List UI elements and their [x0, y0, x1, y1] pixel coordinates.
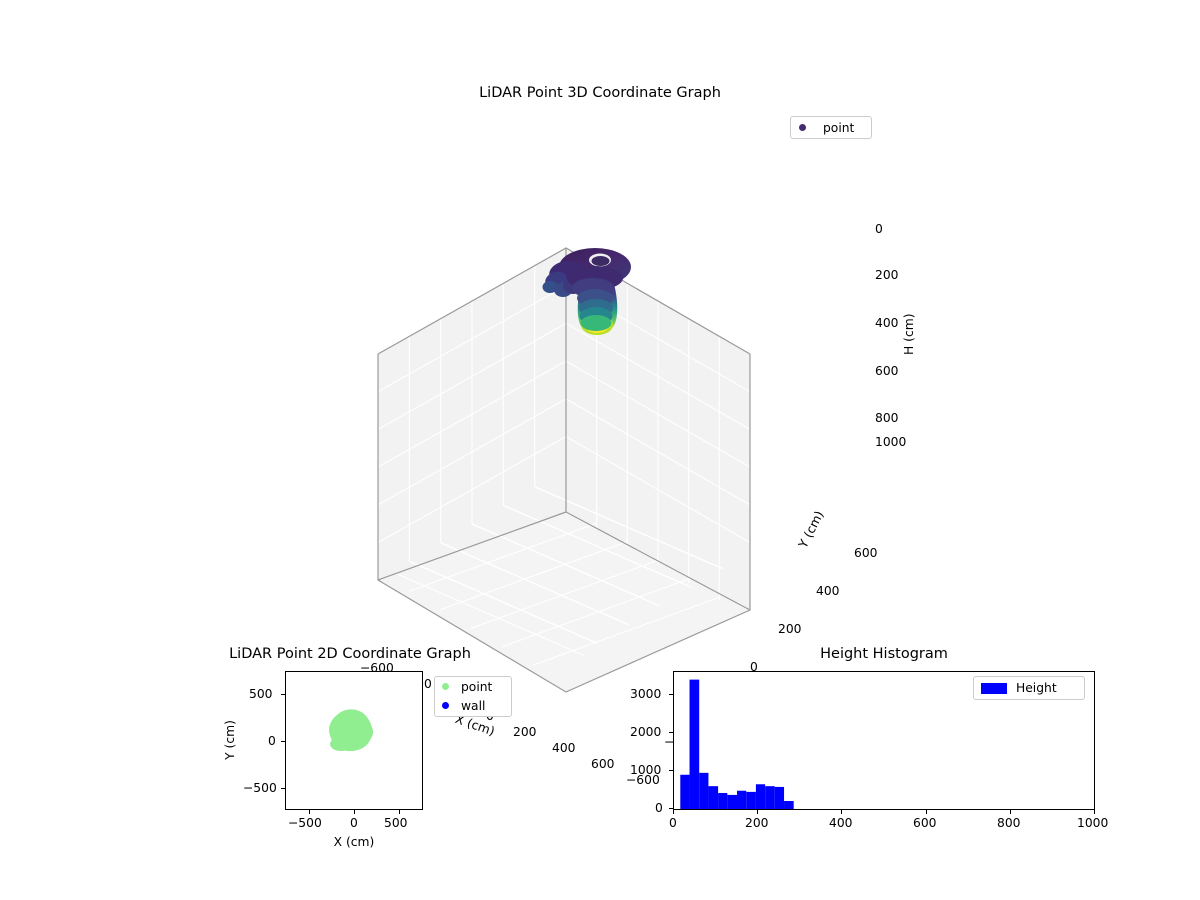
hist-ytick-2000: 2000 [630, 725, 662, 739]
legend-label-point: point [461, 679, 493, 694]
hist-xtick-200: 200 [745, 816, 769, 830]
plot3d-title: LiDAR Point 3D Coordinate Graph [479, 85, 721, 101]
hist-xtickmark-0 [673, 810, 675, 814]
legend-label-point: point [823, 120, 855, 135]
plot2d-xtick-m500: −500 [288, 816, 322, 830]
plot2d-axes[interactable] [285, 671, 423, 810]
histogram-bar [699, 772, 709, 809]
plot3d-point-cloud [542, 248, 631, 335]
hist-xtick-400: 400 [829, 816, 853, 830]
plot2d-xtick-0: 0 [350, 816, 358, 830]
plot3d-ytick-5: 400 [816, 584, 840, 598]
plot3d-xtick-5: 400 [552, 741, 576, 755]
hist-ytickmark-2 [669, 732, 673, 734]
histogram-bar [689, 679, 700, 809]
hist-xtickmark-1 [757, 810, 759, 814]
histogram-title: Height Histogram [820, 646, 948, 662]
histogram-bar [755, 784, 766, 809]
hist-ytick-1000: 1000 [630, 763, 662, 777]
plot2d-xtickmark-0 [308, 810, 310, 814]
plot3d-ztick-4: 800 [875, 411, 899, 425]
grid-left-pane [377, 265, 567, 562]
histogram-bar [784, 801, 794, 809]
plot3d-xtick-6: 600 [591, 757, 615, 771]
plot2d-canvas [329, 709, 373, 752]
hist-ytickmark-1 [669, 770, 673, 772]
hist-xtickmark-4 [1009, 810, 1011, 814]
hist-ytick-0: 0 [655, 801, 663, 815]
point-marker-icon [799, 124, 806, 131]
hist-xtickmark-5 [1094, 810, 1096, 814]
height-patch-icon [981, 682, 1007, 694]
wall-marker-icon [442, 702, 449, 709]
histogram-bar [680, 774, 690, 809]
histogram-bar [765, 786, 775, 809]
grid-right-pane [565, 265, 751, 601]
legend-label-wall: wall [461, 698, 486, 713]
plot2d-ytickmark-1 [281, 740, 285, 742]
hist-xtick-800: 800 [997, 816, 1021, 830]
hist-xtick-600: 600 [913, 816, 937, 830]
plot2d-ytick-m500: −500 [243, 781, 277, 795]
legend-item-height[interactable]: Height [974, 677, 1084, 699]
plot3d-ytick-0: −600 [626, 773, 660, 787]
plot2d-ytick-0: 0 [268, 734, 276, 748]
plot3d-xtick-4: 200 [513, 725, 537, 739]
plot2d-ytickmark-0 [281, 693, 285, 695]
legend-item-point[interactable]: point [435, 677, 511, 696]
plot3d-ztick-5: 1000 [875, 435, 907, 449]
histogram-bars [680, 679, 794, 809]
plot3d-zaxis-label: H (cm) [902, 313, 916, 356]
legend-item-wall[interactable]: wall [435, 696, 511, 715]
point-marker-icon [442, 683, 449, 690]
histogram-legend[interactable]: Height [973, 676, 1085, 700]
histogram-bar [727, 794, 737, 809]
plot3d-ztick-1: 200 [875, 268, 899, 282]
hist-ytickmark-3 [669, 694, 673, 696]
hist-ytickmark-0 [669, 808, 673, 810]
plot2d-xtickmark-2 [398, 810, 400, 814]
histogram-bar [746, 791, 756, 809]
legend-label-height: Height [1016, 681, 1057, 695]
plot3d-ytick-4: 200 [778, 622, 802, 636]
histogram-bar [737, 790, 747, 809]
histogram-bar [708, 786, 719, 809]
plot2d-xaxis-label: X (cm) [333, 835, 375, 849]
plot3d-ztick-0: 0 [875, 222, 883, 236]
hist-xtick-1000: 1000 [1077, 816, 1109, 830]
plot3d-ztick-2: 400 [875, 316, 899, 330]
pane-floor [378, 512, 750, 692]
plot2d-xtick-500: 500 [384, 816, 408, 830]
histogram-bar [718, 793, 728, 809]
hist-xtick-0: 0 [669, 816, 677, 830]
hist-xtickmark-2 [841, 810, 843, 814]
hist-ytick-3000: 3000 [630, 687, 662, 701]
plot2d-legend[interactable]: point wall [434, 676, 512, 717]
grid-floor-edgeparallel-B [408, 522, 720, 666]
plot2d-ytick-500: 500 [249, 687, 273, 701]
plot2d-xtickmark-1 [353, 810, 355, 814]
hist-xtickmark-3 [925, 810, 927, 814]
plot3d-legend[interactable]: point [790, 116, 872, 139]
plot3d-axes[interactable]: −600 −400 −200 0 200 400 600 −600 −400 −… [330, 120, 930, 787]
plot2d-yaxis-label: Y (cm) [223, 720, 237, 760]
histogram-bar [774, 786, 785, 809]
plot3d-ytick-3: 0 [750, 660, 758, 674]
plot2d-point-series [329, 709, 373, 752]
plot3d-canvas [377, 247, 751, 693]
plot3d-ytick-6: 600 [854, 546, 878, 560]
histogram-canvas [680, 679, 794, 809]
plot3d-ztick-3: 600 [875, 364, 899, 378]
legend-item-point[interactable]: point [791, 117, 871, 138]
plot2d-ytickmark-2 [281, 787, 285, 789]
plot2d-title: LiDAR Point 2D Coordinate Graph [229, 646, 471, 662]
